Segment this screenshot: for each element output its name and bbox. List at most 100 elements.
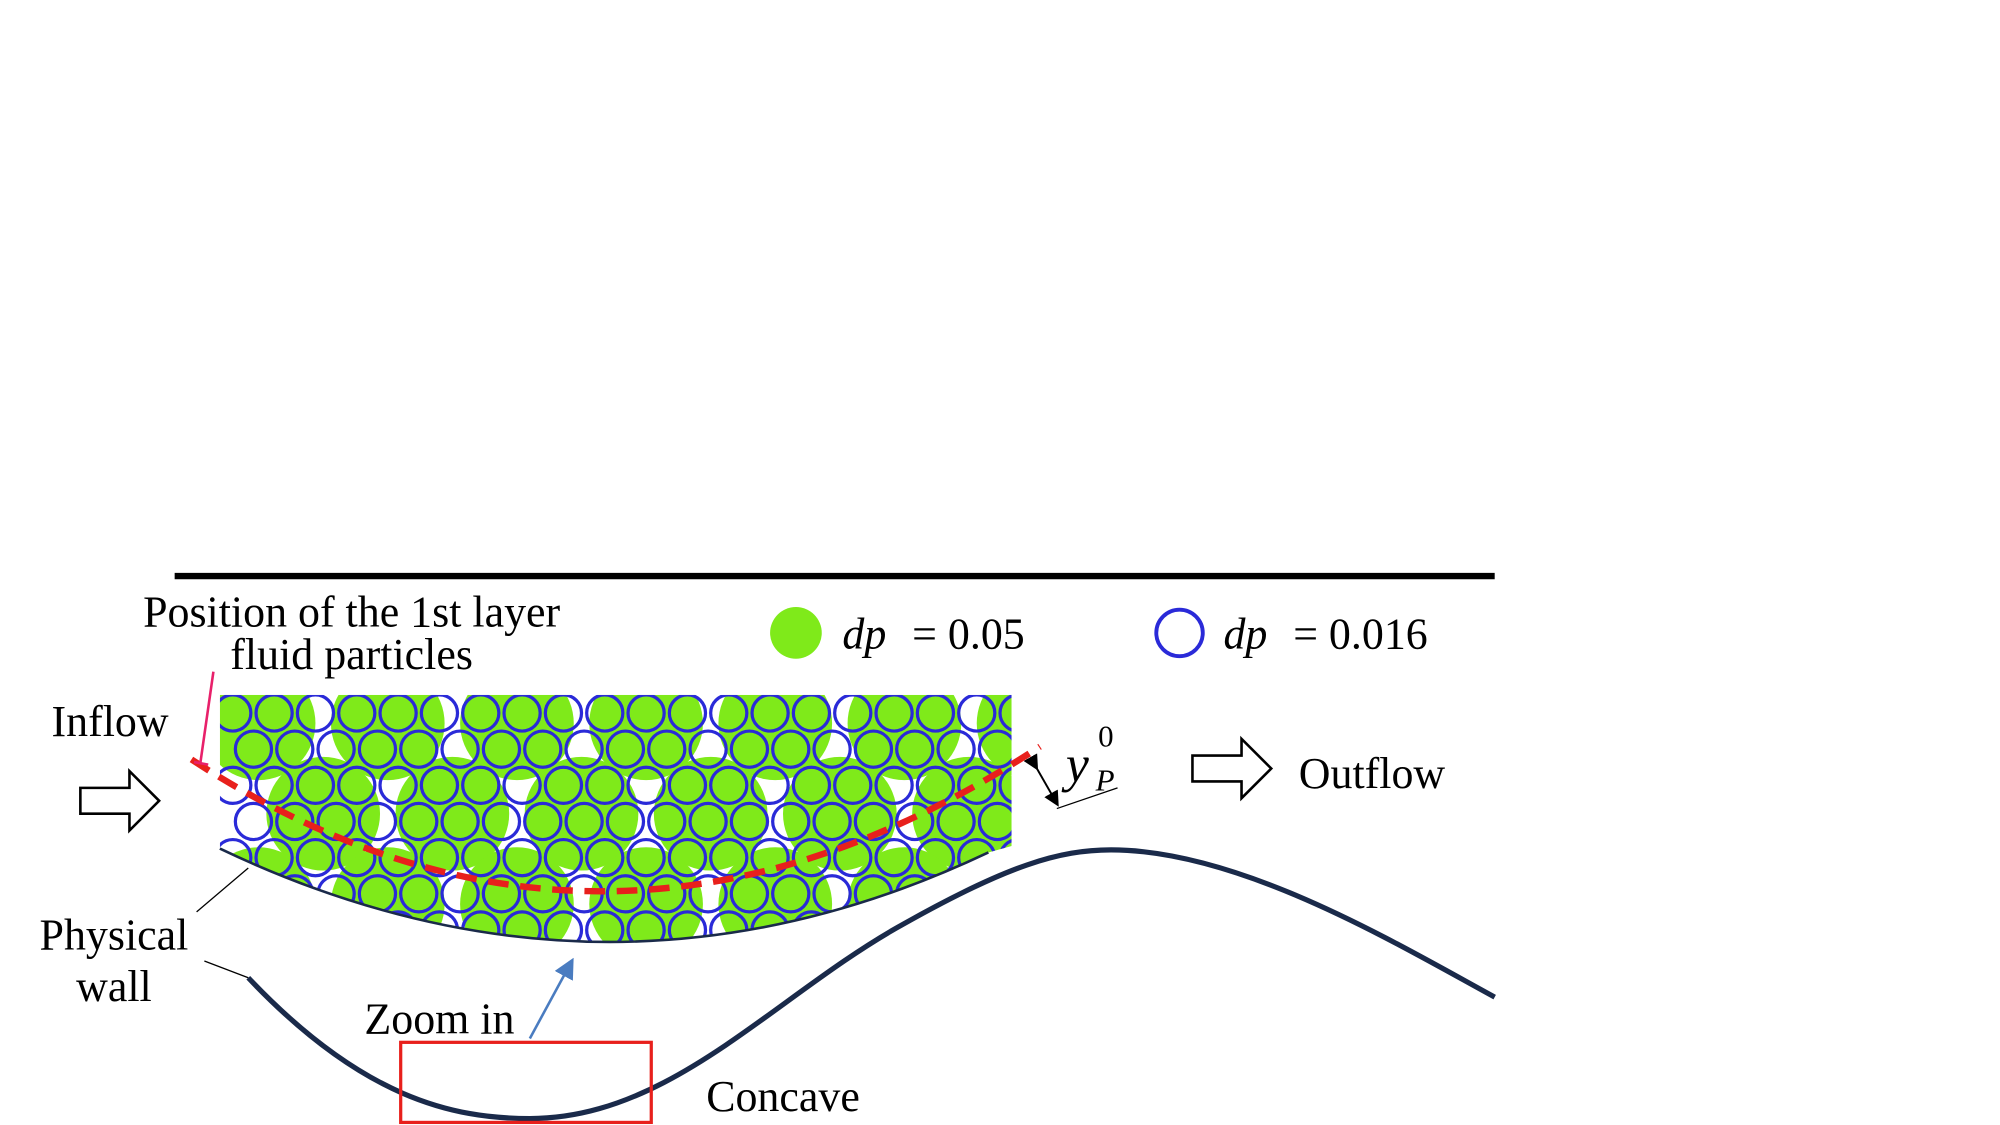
fine-particle — [399, 729, 439, 769]
fine-particle — [750, 765, 790, 806]
fine-particle — [585, 910, 625, 942]
inflow-arrow — [79, 767, 161, 834]
distance-line — [1056, 787, 1118, 810]
wavy-wall — [246, 847, 1496, 1122]
fine-particle — [1021, 803, 1057, 839]
zoom-label: Zoom in — [364, 995, 514, 1043]
leader — [199, 671, 215, 763]
distance-sup: 0 — [1098, 719, 1113, 754]
fine-particle — [254, 694, 294, 733]
title-line: fluid particles — [230, 631, 473, 679]
fine-particle — [564, 801, 604, 842]
wall-zoom — [219, 847, 989, 944]
fine-particle — [337, 765, 377, 806]
fine-particle — [481, 801, 522, 842]
fine-particle — [626, 837, 666, 878]
fine-particle — [688, 729, 728, 769]
distance-symbol: y — [1061, 736, 1089, 793]
legend-symbol: dp — [842, 610, 886, 658]
fine-particle — [626, 694, 666, 733]
fine-particle — [585, 694, 625, 733]
zoom-box — [399, 1040, 653, 1125]
wall-leader — [196, 867, 249, 913]
fine-particle — [337, 837, 377, 878]
coarse-particle — [330, 847, 445, 942]
fine-particle — [977, 801, 1012, 842]
distance-arrow — [1023, 753, 1059, 807]
distance-sub: P — [1095, 762, 1115, 797]
fine-particle — [998, 910, 1012, 942]
legend-text: = 0.016 — [1293, 610, 1428, 658]
fine-particle — [688, 801, 728, 842]
fine-particle — [957, 694, 997, 733]
coarse-particle — [395, 756, 510, 871]
fine-particle — [564, 729, 604, 769]
fine-particle — [895, 729, 935, 769]
fine-particle — [874, 765, 914, 806]
fine-particle — [998, 694, 1012, 733]
coarse-particle — [718, 694, 833, 781]
fine-particle — [585, 765, 625, 806]
fine-particle — [543, 837, 584, 878]
fine-particle — [295, 837, 336, 878]
fine-particle — [295, 765, 336, 806]
fine-particle — [957, 765, 997, 806]
fine-particle — [626, 910, 666, 942]
wall-leader — [204, 960, 249, 979]
fine-particle — [874, 837, 914, 878]
fine-particle — [399, 801, 439, 842]
fine-particle — [895, 801, 935, 842]
concave-label: Concave — [706, 1073, 860, 1121]
fine-particle — [337, 694, 377, 733]
fine-particle — [502, 837, 542, 878]
fine-particle — [833, 694, 873, 733]
fine-particle — [812, 729, 852, 769]
fine-particle — [750, 837, 790, 878]
fine-particle — [605, 874, 646, 914]
fine-particle — [233, 801, 274, 842]
fine-particle — [378, 694, 418, 733]
fine-particle — [853, 801, 894, 842]
fine-particle — [378, 837, 418, 878]
fine-particle — [791, 694, 832, 733]
coarse-particle — [783, 756, 897, 871]
outflow-label: Outflow — [1299, 750, 1446, 798]
wall-label: wall — [76, 963, 152, 1011]
fine-particle — [1021, 876, 1057, 912]
coarse-particle — [589, 847, 703, 942]
leader-tick — [193, 760, 209, 766]
legend-green — [770, 607, 822, 659]
fine-particle — [833, 765, 873, 806]
fine-particle — [219, 694, 253, 733]
fine-particle — [709, 694, 749, 733]
fine-particle — [729, 729, 770, 769]
fine-particle — [481, 729, 522, 769]
fine-particle — [233, 874, 274, 914]
fine-particle — [502, 910, 542, 942]
fine-particle — [647, 874, 687, 914]
fine-particle — [874, 694, 914, 733]
fine-particle — [771, 729, 811, 769]
legend-text: = 0.05 — [912, 610, 1025, 658]
fine-particle — [502, 765, 542, 806]
fine-particle — [440, 801, 480, 842]
inflow-label: Inflow — [52, 698, 169, 746]
fine-particle — [605, 801, 646, 842]
legend-blue — [1154, 607, 1205, 659]
fine-particle — [275, 801, 315, 842]
fine-particle — [481, 874, 522, 914]
fine-particle — [378, 765, 418, 806]
fine-particle — [275, 729, 315, 769]
coarse-particle — [976, 694, 1012, 781]
legend-symbol: dp — [1223, 610, 1267, 658]
fine-particle — [709, 765, 749, 806]
particles — [219, 694, 1057, 942]
fine-particle — [667, 765, 708, 806]
fine-particle — [419, 694, 460, 733]
fine-particle — [853, 729, 894, 769]
coarse-particle — [589, 694, 703, 781]
fine-particle — [543, 765, 584, 806]
fine-particle — [771, 801, 811, 842]
fine-particle — [585, 837, 625, 878]
